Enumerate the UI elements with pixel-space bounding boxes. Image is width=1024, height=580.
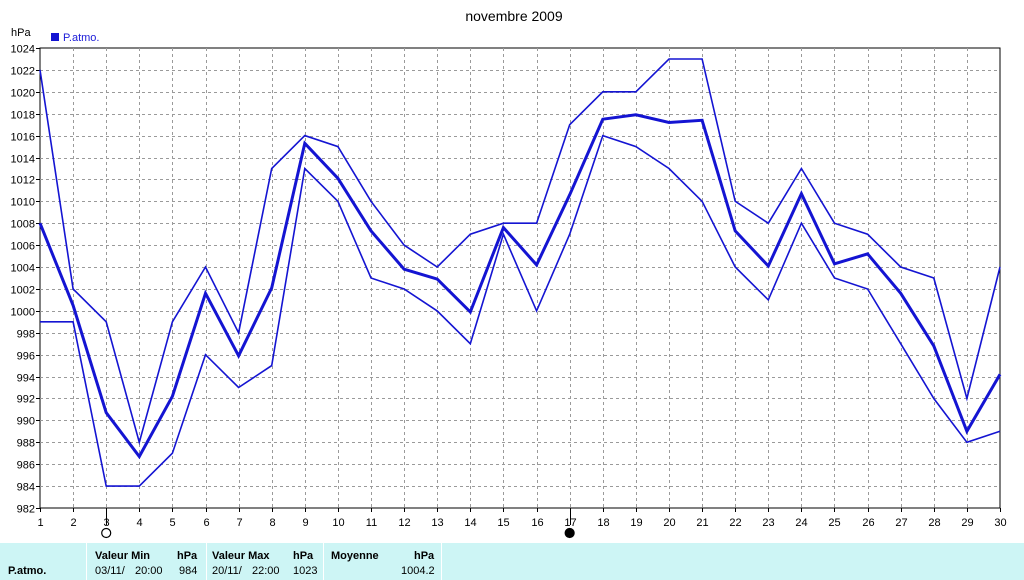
y-tick-label: 1006	[11, 241, 35, 253]
x-tick-label: 1	[37, 517, 43, 529]
x-tick-label: 30	[994, 517, 1006, 529]
x-tick-label: 27	[895, 517, 907, 529]
y-tick-label: 1012	[11, 175, 35, 187]
y-axis-unit: hPa	[11, 27, 31, 39]
x-tick-label: 10	[332, 517, 344, 529]
y-tick-labels: 982 984 986 988 990 992 994 996 998 1000 1002 1004 1…	[11, 44, 35, 516]
max-date: 20/11/	[212, 565, 242, 577]
x-tick-label: 29	[961, 517, 973, 529]
full-moon-icon	[101, 527, 112, 539]
x-tick-label: 16	[531, 517, 543, 529]
max-header: Valeur Max	[212, 550, 270, 562]
y-tick-label: 1016	[11, 132, 35, 144]
plot-frame	[39, 47, 1001, 509]
stats-row-label: P.atmo.	[8, 565, 47, 577]
x-tick-label: 6	[203, 517, 209, 529]
x-tick-label: 20	[663, 517, 675, 529]
y-tick-label: 982	[17, 504, 35, 516]
y-tick-label: 1008	[11, 219, 35, 231]
x-tick-label: 21	[696, 517, 708, 529]
series-lines	[38, 58, 1002, 487]
x-tick-label: 7	[236, 517, 242, 529]
x-tick-label: 5	[169, 517, 175, 529]
avg-unit: hPa	[414, 550, 435, 562]
grid	[36, 47, 1001, 512]
min-unit: hPa	[177, 550, 198, 562]
x-tick-label: 9	[302, 517, 308, 529]
legend-label: P.atmo.	[63, 32, 100, 44]
max-value: 1023	[293, 565, 318, 577]
new-moon-icon	[564, 527, 575, 539]
x-tick-label: 13	[431, 517, 443, 529]
min-time: 20:00	[135, 565, 163, 577]
y-tick-label: 986	[17, 460, 35, 472]
x-tick-label: 23	[762, 517, 774, 529]
x-tick-label: 14	[464, 517, 476, 529]
y-tick-label: 992	[17, 394, 35, 406]
series-line-max	[39, 58, 1001, 446]
y-tick-label: 1000	[11, 307, 35, 319]
legend: P.atmo.	[51, 32, 100, 44]
x-tick-label: 22	[729, 517, 741, 529]
y-tick-label: 1010	[11, 197, 35, 209]
series-line-mean	[38, 113, 1002, 460]
y-tick-label: 1002	[11, 285, 35, 297]
x-tick-label: 4	[136, 517, 142, 529]
min-header: Valeur Min	[95, 550, 151, 562]
y-tick-label: 1022	[11, 66, 35, 78]
x-tick-label: 2	[70, 517, 76, 529]
moon-phase-markers	[101, 508, 575, 539]
y-tick-label: 1014	[11, 154, 35, 166]
chart-title: novembre 2009	[465, 8, 563, 24]
stats-panel: P.atmo. Valeur Min hPa 03/11/ 20:00 984 …	[0, 543, 1024, 580]
max-unit: hPa	[293, 550, 314, 562]
avg-header: Moyenne	[331, 550, 379, 562]
y-tick-label: 998	[17, 329, 35, 341]
pressure-chart: novembre 2009 hPa P.atmo. 98298498698899…	[11, 8, 1007, 539]
y-tick-label: 996	[17, 351, 35, 363]
series-line-min	[40, 134, 1001, 487]
y-tick-label: 1018	[11, 110, 35, 122]
y-tick-label: 1004	[11, 263, 35, 275]
max-time: 22:00	[252, 565, 280, 577]
x-tick-label: 18	[597, 517, 609, 529]
x-tick-label: 24	[795, 517, 807, 529]
min-value: 984	[179, 565, 198, 577]
avg-value: 1004.2	[401, 565, 435, 577]
x-tick-label: 26	[862, 517, 874, 529]
x-tick-labels: 1234567891011121314151617181920212223242…	[37, 517, 1006, 529]
x-tick-label: 12	[398, 517, 410, 529]
y-tick-label: 994	[17, 373, 35, 385]
x-tick-label: 25	[828, 517, 840, 529]
y-tick-label: 990	[17, 416, 35, 428]
x-tick-label: 11	[366, 517, 377, 529]
x-tick-label: 8	[269, 517, 275, 529]
x-tick-label: 15	[497, 517, 509, 529]
y-tick-label: 1020	[11, 88, 35, 100]
x-tick-label: 19	[630, 517, 642, 529]
y-tick-label: 988	[17, 438, 35, 450]
x-tick-label: 28	[928, 517, 940, 529]
min-date: 03/11/	[95, 565, 125, 577]
y-tick-label: 984	[17, 482, 35, 494]
legend-swatch	[51, 33, 59, 41]
y-tick-label: 1024	[11, 44, 35, 56]
